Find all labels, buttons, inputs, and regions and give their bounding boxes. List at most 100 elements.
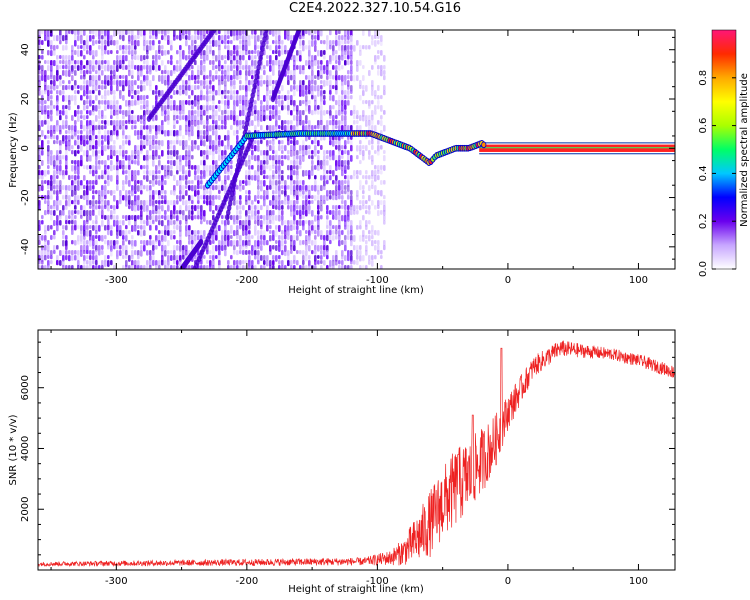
noise-cell — [329, 140, 332, 146]
noise-cell — [68, 195, 71, 202]
noise-cell — [101, 200, 104, 206]
noise-cell — [74, 95, 77, 101]
noise-cell — [335, 90, 338, 95]
noise-cell — [305, 245, 308, 251]
noise-cell — [239, 40, 242, 45]
noise-cell — [107, 165, 110, 170]
noise-cell — [56, 200, 59, 207]
noise-cell — [368, 220, 371, 225]
noise-cell — [257, 50, 260, 57]
noise-cell — [287, 200, 290, 205]
noise-cell — [224, 170, 227, 175]
noise-cell — [194, 40, 197, 45]
noise-cell — [377, 50, 380, 55]
noise-cell — [179, 260, 182, 267]
noise-cell — [359, 115, 362, 122]
noise-cell — [194, 205, 197, 212]
noise-cell — [299, 220, 302, 227]
noise-cell — [311, 170, 314, 176]
noise-cell — [359, 50, 362, 57]
noise-cell — [137, 155, 140, 161]
noise-cell — [41, 95, 44, 101]
noise-cell — [131, 50, 134, 57]
noise-cell — [200, 215, 203, 220]
noise-cell — [62, 135, 65, 142]
noise-cell — [134, 100, 137, 106]
noise-cell — [290, 175, 293, 181]
noise-cell — [206, 50, 209, 57]
noise-cell — [47, 60, 50, 65]
noise-cell — [104, 205, 107, 210]
noise-cell — [329, 120, 332, 126]
noise-cell — [380, 180, 383, 185]
noise-cell — [185, 140, 188, 147]
noise-cell — [65, 215, 68, 222]
noise-cell — [68, 70, 71, 77]
noise-cell — [146, 50, 149, 55]
noise-cell — [143, 225, 146, 231]
noise-cell — [44, 35, 47, 42]
noise-cell — [302, 150, 305, 157]
noise-cell — [77, 250, 80, 256]
noise-cell — [368, 185, 371, 192]
noise-cell — [293, 240, 296, 246]
noise-cell — [107, 30, 110, 37]
noise-cell — [218, 195, 221, 201]
noise-cell — [383, 220, 386, 225]
noise-cell — [257, 230, 260, 236]
noise-cell — [128, 35, 131, 42]
noise-cell — [50, 225, 53, 230]
noise-cell — [314, 55, 317, 62]
noise-cell — [341, 150, 344, 156]
noise-cell — [122, 165, 125, 170]
noise-cell — [56, 70, 59, 76]
noise-cell — [356, 170, 359, 175]
noise-cell — [185, 100, 188, 105]
noise-cell — [197, 115, 200, 122]
noise-cell — [284, 240, 287, 245]
noise-cell — [83, 240, 86, 246]
noise-cell — [155, 60, 158, 66]
noise-cell — [137, 30, 140, 36]
noise-cell — [341, 45, 344, 52]
noise-cell — [182, 155, 185, 161]
noise-cell — [242, 230, 245, 236]
noise-cell — [287, 35, 290, 41]
noise-cell — [308, 100, 311, 105]
noise-cell — [158, 260, 161, 266]
noise-cell — [341, 75, 344, 82]
noise-cell — [272, 85, 275, 92]
noise-cell — [173, 35, 176, 41]
noise-cell — [305, 200, 308, 206]
noise-cell — [371, 240, 374, 247]
noise-cell — [326, 170, 329, 175]
noise-cell — [62, 235, 65, 240]
noise-cell — [38, 70, 41, 75]
noise-cell — [380, 210, 383, 215]
noise-cell — [245, 215, 248, 222]
noise-cell — [353, 105, 356, 111]
noise-cell — [110, 105, 113, 110]
noise-cell — [194, 170, 197, 176]
noise-cell — [239, 200, 242, 205]
noise-cell — [347, 55, 350, 60]
noise-cell — [329, 45, 332, 50]
noise-cell — [281, 235, 284, 241]
noise-cell — [296, 140, 299, 146]
noise-cell — [149, 240, 152, 246]
noise-cell — [368, 45, 371, 50]
noise-cell — [107, 220, 110, 227]
noise-cell — [188, 85, 191, 91]
noise-cell — [182, 110, 185, 115]
noise-cell — [110, 215, 113, 220]
noise-cell — [317, 90, 320, 97]
noise-cell — [107, 145, 110, 150]
noise-cell — [80, 30, 83, 37]
noise-cell — [68, 55, 71, 62]
noise-cell — [350, 65, 353, 72]
noise-cell — [203, 120, 206, 127]
noise-cell — [38, 55, 41, 60]
noise-cell — [83, 260, 86, 265]
noise-cell — [200, 65, 203, 71]
noise-cell — [152, 55, 155, 60]
